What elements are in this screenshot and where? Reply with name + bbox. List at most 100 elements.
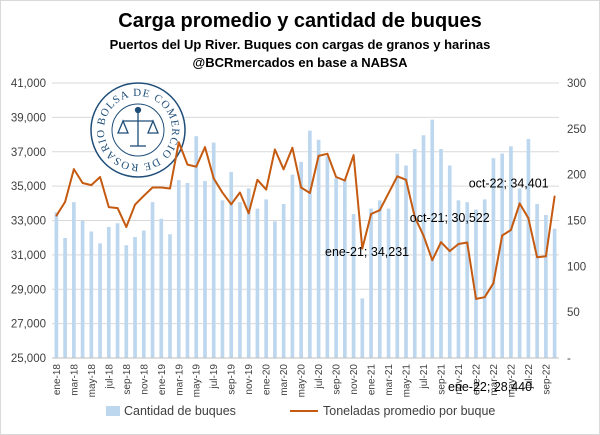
bar: [98, 243, 102, 358]
line-point: [361, 247, 364, 250]
x-tick-label: ene-20: [262, 364, 273, 396]
bar: [299, 161, 303, 358]
line-point: [239, 191, 241, 194]
line-point: [527, 217, 530, 220]
line-point: [90, 184, 93, 186]
line-series: [55, 141, 556, 300]
chart-subtitle-2: @BCRmercados en base a NABSA: [193, 55, 409, 70]
bar: [72, 202, 76, 358]
line-point: [510, 229, 512, 231]
line-point: [142, 194, 145, 197]
line-point: [186, 163, 189, 166]
line-point: [212, 177, 215, 180]
line-point: [431, 259, 434, 262]
bar: [535, 204, 539, 358]
line-point: [256, 178, 259, 181]
line-point: [160, 186, 163, 189]
line-point: [466, 241, 469, 244]
y-left-tick-label: 31,000: [11, 250, 46, 262]
line-point: [300, 186, 303, 189]
bar: [544, 215, 548, 358]
line-point: [204, 146, 206, 149]
line-point: [99, 176, 101, 178]
line-point: [308, 192, 311, 194]
bar: [281, 204, 286, 358]
bar: [404, 165, 408, 358]
line-point: [151, 186, 154, 189]
line-point: [448, 250, 451, 252]
bar-series: [54, 119, 557, 359]
bar: [465, 202, 470, 358]
bar: [351, 214, 356, 358]
bar: [386, 208, 391, 358]
bar: [360, 298, 365, 358]
line-point: [230, 203, 233, 206]
line-point: [501, 234, 504, 237]
annotation-label: oct-22; 34,401: [469, 176, 549, 190]
x-tick-label: jul-22: [524, 364, 535, 390]
bar: [63, 237, 67, 358]
line-point: [387, 192, 390, 195]
x-tick-label: ene-22: [471, 364, 482, 396]
line-point: [378, 209, 381, 212]
line-point: [134, 203, 136, 206]
x-tick-label: may-21: [402, 364, 413, 398]
x-tick-label: ene-18: [52, 364, 63, 396]
bar: [220, 200, 225, 358]
bar: [517, 188, 522, 358]
x-tick-label: mar-19: [174, 364, 185, 396]
bcr-logo: BOLSA DE COMERCIO DE ROSARIO: [90, 82, 186, 178]
bar: [421, 135, 426, 358]
bar: [273, 221, 277, 358]
y-right-tick-label: 150: [567, 216, 586, 228]
x-tick-label: sep-19: [227, 364, 238, 395]
line-point: [81, 182, 84, 184]
line-point: [125, 226, 128, 228]
y-right-tick-label: 300: [567, 78, 586, 90]
line-point: [116, 207, 119, 210]
line-point: [64, 201, 67, 203]
bar: [168, 234, 172, 358]
annotation-label: oct-21; 30,522: [410, 211, 490, 225]
bar: [377, 200, 382, 358]
line-point: [518, 202, 521, 205]
x-tick-label: mar-18: [69, 364, 80, 396]
bar: [203, 181, 207, 358]
bar: [290, 174, 295, 358]
y-left-tick-label: 25,000: [11, 353, 46, 365]
line-point: [343, 179, 346, 182]
chart-title: Carga promedio y cantidad de buques: [118, 10, 481, 32]
bar: [439, 149, 443, 358]
y-left-tick-label: 41,000: [11, 78, 46, 90]
x-tick-label: nov-19: [244, 364, 255, 395]
bar: [325, 156, 330, 358]
x-tick-label: sep-20: [332, 364, 343, 395]
x-tick-label: sep-21: [436, 364, 447, 395]
bar: [474, 209, 478, 358]
bar: [412, 149, 417, 358]
bar: [124, 245, 129, 358]
x-tick-label: jul-18: [104, 364, 115, 390]
bar: [106, 226, 111, 358]
line-point: [265, 188, 268, 191]
y-left-tick-label: 35,000: [11, 181, 46, 193]
annotations: ene-21; 34,231 oct-21; 30,522 ene-22; 28…: [325, 176, 549, 393]
x-tick-label: ene-21: [367, 364, 378, 396]
bar: [176, 180, 181, 358]
y-right-tick-label: 50: [567, 307, 580, 319]
bar: [552, 228, 557, 358]
line-point: [72, 168, 75, 171]
line-point: [177, 141, 180, 144]
x-tick-label: jul-20: [314, 364, 325, 390]
line-point: [274, 148, 276, 151]
bar: [509, 146, 513, 358]
line-point: [492, 282, 495, 285]
line-point: [405, 178, 407, 181]
bar: [526, 138, 531, 358]
x-tick-label: ene-19: [157, 364, 168, 396]
x-tick-label: sep-22: [541, 364, 552, 395]
line-path: [55, 141, 556, 300]
annotation-label: ene-21; 34,231: [325, 245, 409, 259]
bar: [246, 188, 251, 358]
